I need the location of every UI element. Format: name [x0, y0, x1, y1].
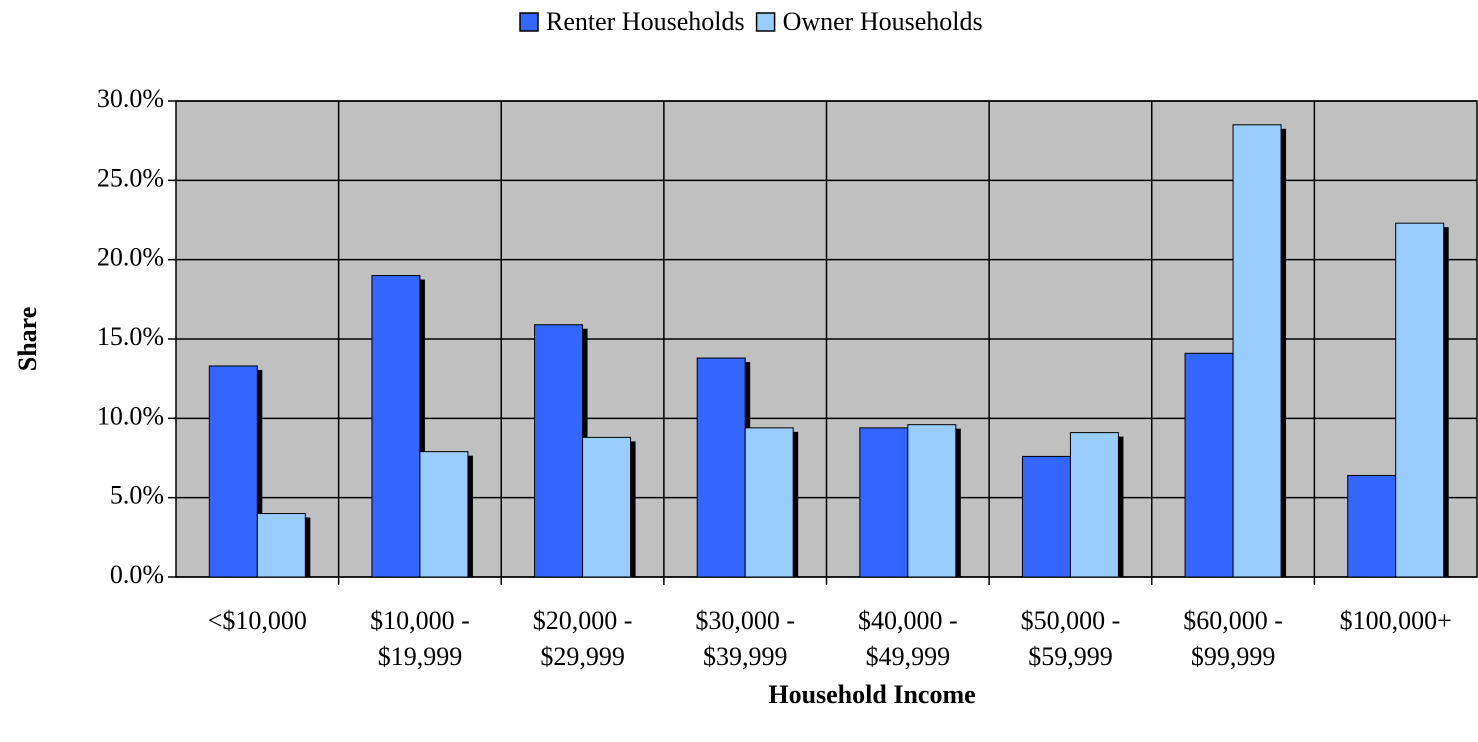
x-tick-label-line: $60,000 - — [1183, 606, 1283, 635]
x-tick-label: $40,000 - $49,999 — [858, 606, 958, 671]
bar — [744, 427, 794, 578]
y-tick-label: 15.0% — [97, 322, 164, 351]
x-tick-label-line: $40,000 - — [858, 606, 958, 635]
x-tick-label-line: $29,999 — [540, 642, 625, 671]
x-tick-label: $20,000 - $29,999 — [533, 606, 633, 671]
x-tick-label: <$10,000 — [208, 606, 307, 635]
y-axis-title: Share — [13, 307, 42, 372]
x-tick-label: $100,000+ — [1340, 606, 1452, 635]
x-tick-label-line: <$10,000 — [208, 606, 307, 635]
x-tick-label-line: $50,000 - — [1021, 606, 1121, 635]
bar — [1184, 352, 1234, 578]
legend-swatch — [755, 12, 776, 32]
bar — [419, 451, 469, 578]
bar — [1347, 474, 1397, 578]
legend-swatch — [519, 12, 539, 32]
y-tick-label: 5.0% — [110, 481, 164, 510]
x-tick-label: $10,000 - $19,999 — [370, 606, 470, 671]
x-tick-label-line: $100,000+ — [1340, 606, 1452, 635]
bar — [371, 275, 421, 578]
y-tick-label: 30.0% — [97, 84, 164, 113]
y-tick-label: 0.0% — [110, 560, 164, 589]
bar — [859, 427, 909, 578]
x-tick-label-line: $19,999 — [378, 642, 463, 671]
legend-label: Renter Households — [546, 7, 745, 36]
x-tick-label-line: $99,999 — [1191, 642, 1276, 671]
y-tick-label: 20.0% — [97, 243, 164, 272]
bar — [582, 436, 632, 578]
y-tick-label: 25.0% — [97, 163, 164, 192]
y-tick-label: 10.0% — [97, 401, 164, 430]
bar — [208, 365, 258, 578]
bar — [1069, 432, 1119, 578]
x-tick-label: $30,000 - $39,999 — [695, 606, 795, 671]
x-tick-label-line: $20,000 - — [533, 606, 633, 635]
x-axis-title: Household Income — [768, 680, 975, 709]
x-tick-label-line: $39,999 — [703, 642, 788, 671]
x-tick-label-line: $59,999 — [1028, 642, 1113, 671]
x-tick-label: $60,000 - $99,999 — [1183, 606, 1283, 671]
bar — [256, 513, 306, 578]
x-tick-label: $50,000 - $59,999 — [1021, 606, 1121, 671]
bar — [1021, 455, 1071, 578]
bar — [1232, 124, 1282, 578]
x-tick-label-line: $49,999 — [866, 642, 951, 671]
bar — [534, 324, 584, 578]
legend-label: Owner Households — [783, 7, 983, 36]
x-tick-label-line: $10,000 - — [370, 606, 470, 635]
plot-border — [175, 100, 1478, 578]
bar — [907, 424, 957, 578]
bar — [696, 357, 746, 578]
x-tick-label-line: $30,000 - — [695, 606, 795, 635]
bar — [1395, 222, 1445, 578]
